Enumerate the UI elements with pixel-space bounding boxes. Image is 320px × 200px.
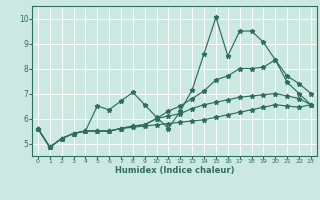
X-axis label: Humidex (Indice chaleur): Humidex (Indice chaleur): [115, 166, 234, 175]
